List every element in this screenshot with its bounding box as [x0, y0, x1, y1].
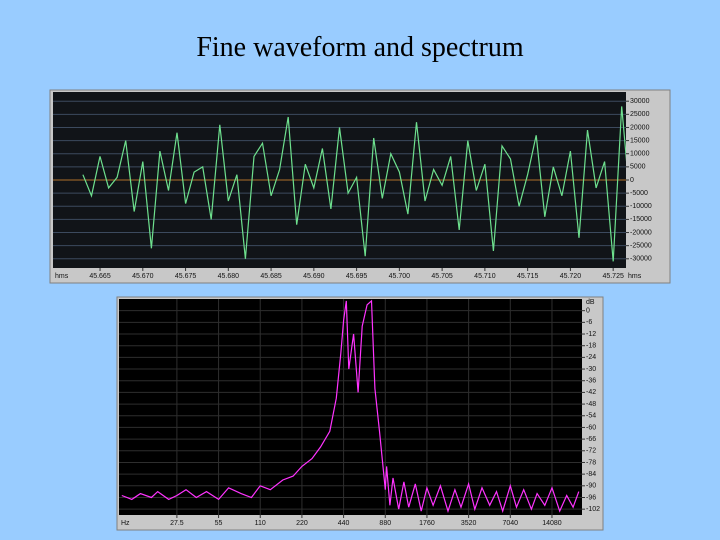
series-line [82, 106, 626, 262]
y-unit-label: dB [586, 299, 595, 306]
y-tick-label: -36 [586, 378, 596, 385]
y-tick-label: -30000 [630, 256, 652, 263]
y-tick-label: -6 [586, 319, 592, 326]
y-tick-label: -10000 [630, 203, 652, 210]
x-tick-label: 14080 [542, 520, 562, 527]
y-tick-label: -25000 [630, 243, 652, 250]
x-tick-label: 45.665 [89, 273, 111, 280]
x-tick-label: 45.680 [218, 273, 240, 280]
y-tick-label: -20000 [630, 229, 652, 236]
y-tick-label: -24 [586, 354, 596, 361]
x-tick-label: 45.685 [260, 273, 282, 280]
x-tick-label: 45.710 [474, 273, 496, 280]
x-tick-label: 45.695 [346, 273, 368, 280]
y-tick-label: 30000 [630, 98, 650, 105]
x-tick-label: 7040 [503, 520, 519, 527]
x-tick-label: 440 [338, 520, 350, 527]
y-tick-label: -60 [586, 424, 596, 431]
x-tick-label: 45.705 [431, 273, 453, 280]
x-unit-label: hms [55, 273, 69, 280]
y-tick-label: -84 [586, 471, 596, 478]
x-tick-label: 110 [255, 520, 266, 527]
x-tick-label: 3520 [461, 520, 477, 527]
y-tick-label: -90 [586, 483, 596, 490]
y-tick-label: -15000 [630, 216, 652, 223]
y-tick-label: 0 [586, 308, 590, 315]
plot-area [119, 299, 582, 515]
y-tick-label: -78 [586, 459, 596, 466]
y-tick-label: 15000 [630, 137, 650, 144]
y-tick-label: -5000 [630, 190, 648, 197]
x-tick-label: 45.670 [132, 273, 154, 280]
y-tick-label: -102 [586, 506, 600, 513]
x-tick-label: 1760 [419, 520, 435, 527]
x-tick-label: 45.715 [517, 273, 539, 280]
y-tick-label: -30 [586, 366, 596, 373]
y-tick-label: -96 [586, 494, 596, 501]
y-tick-label: -72 [586, 448, 596, 455]
x-tick-label: 45.725 [602, 273, 624, 280]
x-tick-label: 45.720 [560, 273, 582, 280]
y-tick-label: 25000 [630, 111, 650, 118]
x-unit-label: Hz [121, 520, 130, 527]
y-tick-label: -66 [586, 436, 596, 443]
y-tick-label: -54 [586, 413, 596, 420]
x-tick-label: 45.675 [175, 273, 197, 280]
x-unit-label: hms [628, 273, 642, 280]
x-tick-label: 220 [296, 520, 308, 527]
y-tick-label: 5000 [630, 164, 646, 171]
series-line [121, 299, 580, 514]
x-tick-label: 45.700 [389, 273, 411, 280]
y-tick-label: 10000 [630, 151, 650, 158]
x-tick-label: 27.5 [170, 520, 184, 527]
y-tick-label: -42 [586, 389, 596, 396]
y-tick-label: -18 [586, 343, 596, 350]
y-tick-label: 20000 [630, 124, 650, 131]
x-tick-label: 45.690 [303, 273, 325, 280]
x-tick-label: 880 [379, 520, 391, 527]
slide-title: Fine waveform and spectrum [196, 32, 524, 63]
y-tick-label: -48 [586, 401, 596, 408]
x-tick-label: 55 [215, 520, 223, 527]
y-tick-label: 0 [630, 177, 634, 184]
y-tick-label: -12 [586, 331, 596, 338]
